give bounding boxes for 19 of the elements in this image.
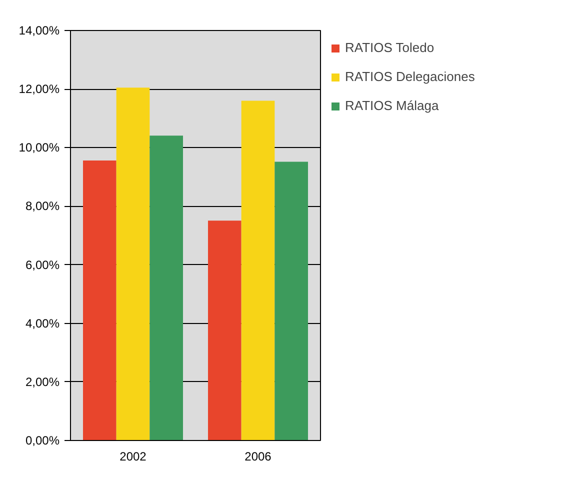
y-tick-label: 14,00% (18, 24, 60, 38)
x-tick-label: 2002 (120, 450, 147, 464)
legend-label: RATIOS Toledo (345, 40, 434, 55)
bar (274, 162, 308, 440)
bar (116, 88, 150, 440)
y-tick-label: 10,00% (18, 140, 60, 155)
y-tick-label: 8,00% (25, 199, 60, 214)
bar (150, 136, 183, 440)
bar (83, 160, 116, 440)
legend-label: RATIOS Málaga (345, 98, 439, 113)
y-tick-label: 0,00% (25, 434, 60, 448)
y-tick-label: 6,00% (25, 258, 60, 272)
y-tick-label: 12,00% (18, 82, 60, 96)
y-tick-label: 2,00% (25, 374, 60, 389)
bar (208, 220, 242, 440)
x-tick-label: 2006 (244, 450, 272, 464)
legend-label: RATIOS Delegaciones (345, 69, 475, 84)
bar (241, 100, 275, 440)
y-tick-label: 4,00% (25, 316, 60, 330)
